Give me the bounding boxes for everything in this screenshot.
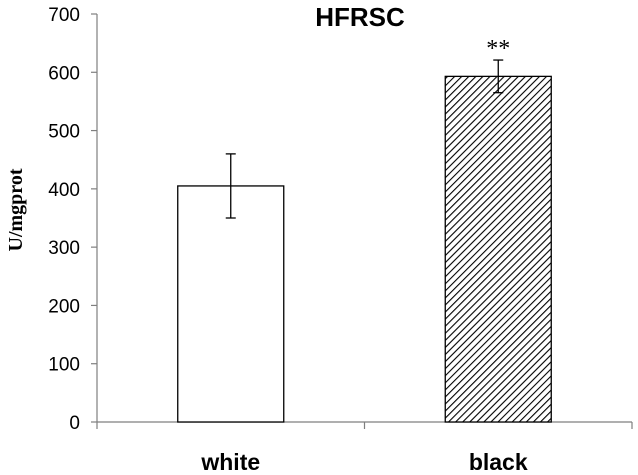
x-tick-label-white: white: [200, 449, 260, 475]
y-tick-label: 200: [48, 296, 80, 317]
bar-white: [177, 185, 285, 423]
plot-area: 0 100 200 300 400 500 600 700 white black **: [48, 5, 633, 475]
significance-annotation: **: [486, 36, 510, 62]
y-tick-label: 100: [48, 355, 80, 376]
y-tick-label: 700: [48, 5, 80, 26]
y-tick-label: 0: [69, 413, 80, 434]
x-tick-label-black: black: [469, 449, 528, 475]
y-tick-label: 600: [48, 63, 80, 84]
chart-title: HFRSC: [315, 2, 405, 32]
y-tick-label: 400: [48, 180, 80, 201]
bar-black: [444, 75, 552, 423]
y-axis-label: U/mgprot: [5, 168, 27, 251]
y-tick-label: 500: [48, 122, 80, 143]
y-tick-label: 300: [48, 238, 80, 259]
